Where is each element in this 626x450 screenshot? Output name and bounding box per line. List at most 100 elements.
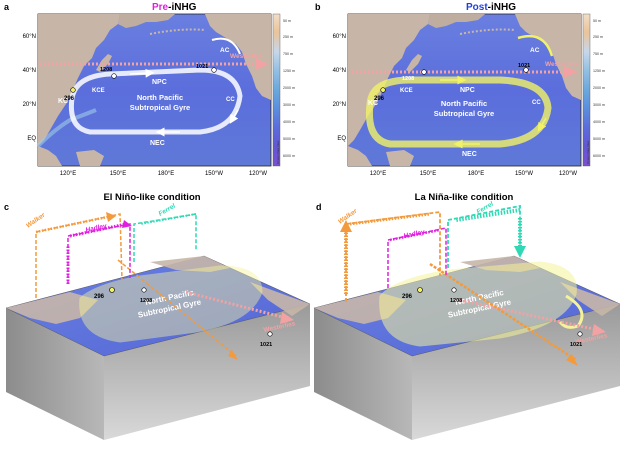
- panel-b-depth-label-6: 4000 m: [593, 120, 605, 124]
- panel-a-land-sea: [38, 146, 62, 166]
- panel-b-site-1208-label: 1208: [402, 76, 414, 82]
- panel-a-depth-label-5: 3000 m: [283, 103, 295, 107]
- panel-d-hadley-cell: [387, 227, 447, 288]
- panel-d-site-296: [417, 287, 423, 293]
- panel-c-walker-lower-head: [228, 350, 238, 360]
- panel-a-depth-label-4: 2000 m: [283, 86, 295, 90]
- panel-d-ferrel-head: [514, 246, 526, 258]
- panel-c-site-1021-label: 1021: [260, 342, 272, 348]
- panel-d-site-1208-label: 1208: [450, 298, 462, 304]
- panel-a-title-prefix: Pre: [152, 2, 169, 13]
- panel-a-depth-labels: 50 m 250 m 750 m 1250 m 2000 m 3000 m 40…: [283, 19, 295, 158]
- panel-d-site-1021: [577, 331, 583, 337]
- panel-a-lat-60: 60°N: [23, 34, 36, 40]
- panel-b-lon-120e: 120°E: [370, 171, 386, 177]
- panel-a-depth-label-0: 50 m: [283, 19, 291, 23]
- panel-a-depth-label-3: 1250 m: [283, 69, 295, 73]
- panel-a-site-296: [70, 87, 76, 93]
- panel-c: c El Niño-like condition North Pacific S…: [4, 192, 311, 440]
- panel-c-site-1021: [267, 331, 273, 337]
- panel-a-westerlies-head: [256, 58, 268, 70]
- panel-a-label-cc: CC: [226, 97, 235, 103]
- panel-d-walker-rise-head: [340, 220, 352, 232]
- panel-b-lon-180e: 180°E: [468, 171, 484, 177]
- panel-b-gyre-arrow-cc: [537, 117, 547, 132]
- panel-d-hadley-upper: [389, 228, 441, 242]
- panel-a-lon-120e: 120°E: [60, 171, 76, 177]
- panel-b-label-nec: NEC: [462, 151, 477, 158]
- panel-c-land-asia: [6, 292, 98, 324]
- panel-b-land-papua: [386, 150, 414, 166]
- panel-b-site-1021-label: 1021: [518, 63, 530, 69]
- panel-c-ferrel-label: Ferrel: [158, 203, 177, 218]
- panel-b-land-america: [515, 14, 581, 100]
- panel-a-depth-colorbar: [272, 13, 281, 167]
- panel-c-hadley-label: Hadley: [85, 223, 108, 234]
- panel-a-land-america: [205, 14, 271, 100]
- panel-a-depth-label-1: 250 m: [283, 35, 293, 39]
- panel-a: a Pre-iNHG Westerlies AC NPC: [4, 2, 295, 177]
- panel-a-title: Pre-iNHG: [152, 2, 197, 13]
- panel-b-depth-label-8: 6000 m: [593, 154, 605, 158]
- panel-a-depth-label-8: 6000 m: [283, 154, 295, 158]
- panel-c-westerlies-head: [280, 312, 294, 324]
- panel-b-westerlies-label: Westerlies: [545, 61, 578, 68]
- panel-b-lon-120w: 120°W: [559, 171, 577, 177]
- panel-d-walker-upper: [349, 212, 431, 226]
- panel-b-lat-60: 60°N: [333, 34, 346, 40]
- panel-a-lon-150e: 150°E: [110, 171, 126, 177]
- panel-d-site-296-label: 296: [402, 294, 413, 300]
- panel-b-depth-colorbar: [582, 13, 591, 167]
- panel-a-label-ac: AC: [220, 47, 230, 54]
- panel-a-ac-loop: [211, 37, 241, 55]
- panel-a-legend-title: Ocean Data View: [276, 140, 280, 164]
- panel-b-label-kce: KCE: [400, 88, 413, 94]
- panel-b-depth-labels: 50 m 250 m 750 m 1250 m 2000 m 3000 m 40…: [593, 19, 605, 158]
- panel-c-walker-head: [106, 212, 116, 222]
- panel-b-gyre-loop: [365, 76, 552, 148]
- panel-a-lat-20: 20°N: [23, 102, 36, 108]
- panel-b-depth-label-5: 3000 m: [593, 103, 605, 107]
- panel-a-depth-label-6: 4000 m: [283, 120, 295, 124]
- panel-a-site-1208: [111, 73, 117, 79]
- panel-d-walker-lower: [429, 262, 577, 362]
- panel-c-block-front-face: [104, 304, 310, 440]
- panel-b-gyre-line2: Subtropical Gyre: [434, 109, 494, 118]
- panel-b-depth-label-0: 50 m: [593, 19, 601, 23]
- panel-b-title-prefix: Post: [466, 2, 488, 13]
- panel-a-lat-eq: EQ: [27, 136, 36, 142]
- panel-d-site-1208: [451, 287, 457, 293]
- panel-c-westerlies-arrow: [185, 290, 287, 320]
- panel-a-label-npc: NPC: [152, 79, 167, 86]
- panel-d-westerlies-arrow: [459, 298, 599, 332]
- panel-d: d La Niña-like condition North Pacific S…: [313, 192, 621, 440]
- panel-a-aleutians: [149, 28, 206, 35]
- panel-d-letter: d: [316, 202, 322, 212]
- panel-c-letter: c: [4, 202, 9, 212]
- panel-b-gyre-line1: North Pacific: [441, 99, 487, 108]
- panel-c-block-left-face: [6, 308, 104, 440]
- panel-b-site-1021: [523, 67, 529, 73]
- panel-a-gyre-line1: North Pacific: [137, 93, 183, 102]
- panel-b-label-npc: NPC: [460, 87, 475, 94]
- panel-c-gyre: [79, 265, 263, 343]
- panel-c-ferrel-cell: [133, 213, 197, 262]
- panel-d-block-left-face: [314, 308, 412, 440]
- panel-b-lon-150w: 150°W: [515, 171, 533, 177]
- panel-d-hadley-label: Hadley: [403, 229, 426, 240]
- panel-b-depth-label-1: 250 m: [593, 35, 603, 39]
- panel-b-lon-150e: 150°E: [420, 171, 436, 177]
- panel-b-legend-title: Ocean Data View: [586, 140, 590, 164]
- panel-b-site-1208: [421, 69, 427, 75]
- panel-b-depth-label-7: 5000 m: [593, 137, 605, 141]
- panel-d-site-1021-label: 1021: [570, 342, 582, 348]
- panel-b-land-siberia: [428, 14, 485, 28]
- panel-b-aleutians: [459, 28, 516, 35]
- panel-b-label-cc: CC: [532, 100, 541, 106]
- panel-a-site-1208-label: 1208: [100, 67, 112, 73]
- panel-b-title-suffix: -iNHG: [488, 2, 517, 13]
- panel-a-label-kce: KCE: [92, 88, 105, 94]
- panel-c-site-1208: [141, 287, 147, 293]
- panel-a-label-kc: KC: [58, 98, 68, 105]
- panel-b-lat-20: 20°N: [333, 102, 346, 108]
